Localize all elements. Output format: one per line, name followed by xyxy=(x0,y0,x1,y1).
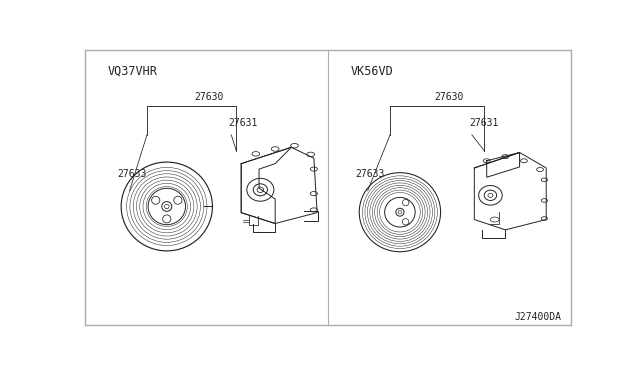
Text: 27633: 27633 xyxy=(117,169,147,179)
Text: 27631: 27631 xyxy=(229,118,258,128)
Text: J27400DA: J27400DA xyxy=(514,312,561,323)
Text: VK56VD: VK56VD xyxy=(350,65,393,78)
Text: 27631: 27631 xyxy=(469,118,499,128)
Text: 27630: 27630 xyxy=(194,92,223,102)
Text: 27633: 27633 xyxy=(355,169,385,179)
Text: VQ37VHR: VQ37VHR xyxy=(108,65,157,78)
Text: 27630: 27630 xyxy=(435,92,464,102)
